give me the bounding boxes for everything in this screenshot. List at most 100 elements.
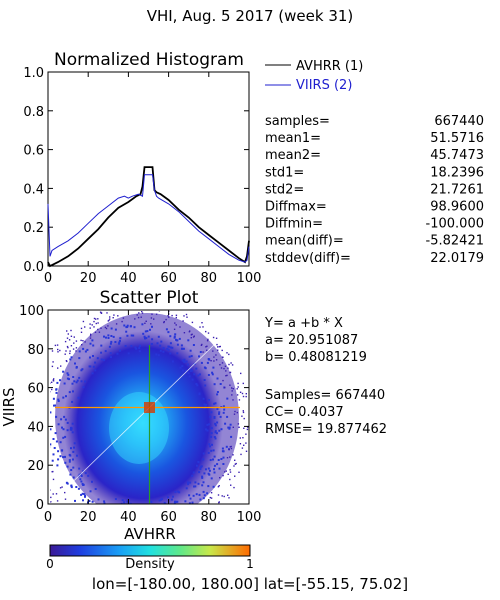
density-speck: [136, 314, 138, 316]
density-speck: [59, 349, 61, 352]
density-speck: [186, 316, 188, 318]
density-speck: [162, 350, 165, 353]
density-speck: [231, 387, 233, 389]
density-speck: [68, 391, 71, 394]
density-body: [63, 331, 223, 504]
density-speck: [89, 356, 91, 359]
density-speck: [127, 352, 130, 355]
density-speck: [84, 341, 86, 343]
density-speck: [82, 483, 85, 486]
density-speck: [225, 445, 228, 448]
density-speck: [74, 499, 76, 502]
density-speck: [221, 495, 223, 497]
density-speck: [227, 426, 230, 429]
figure-title: VHI, Aug. 5 2017 (week 31): [147, 7, 354, 25]
density-speck: [186, 481, 189, 484]
density-speck: [99, 311, 102, 313]
density-speck: [100, 312, 103, 314]
density-speck: [219, 415, 222, 418]
density-speck: [68, 459, 71, 462]
density-speck: [89, 337, 92, 339]
density-speck: [71, 431, 74, 434]
stat-label: mean1=: [265, 131, 321, 146]
density-speck: [84, 326, 86, 328]
density-speck: [107, 325, 109, 327]
density-speck: [165, 318, 167, 321]
hist-x-tick-label: 0: [44, 271, 52, 286]
density-speck: [110, 327, 113, 330]
density-speck: [67, 373, 70, 376]
colorbar-max-label: 1: [246, 557, 254, 571]
density-speck: [192, 336, 195, 338]
density-speck: [69, 352, 71, 355]
density-speck: [120, 502, 123, 504]
density-speck: [97, 498, 100, 501]
density-speck: [130, 334, 133, 337]
density-speck: [175, 314, 178, 316]
hist-y-tick-label: 0.4: [23, 182, 44, 197]
stat-value: -5.82421: [426, 234, 484, 249]
density-speck: [210, 477, 213, 480]
density-speck: [134, 318, 136, 320]
density-speck: [94, 369, 97, 372]
density-speck: [227, 473, 229, 475]
density-speck: [216, 463, 219, 466]
density-speck: [171, 314, 173, 317]
density-speck: [52, 397, 55, 400]
stat-value: 18.2396: [430, 165, 484, 180]
density-speck: [140, 316, 142, 318]
density-speck: [61, 449, 63, 452]
legend-viirs-label: VIIRS (2): [296, 78, 352, 93]
density-speck: [192, 471, 195, 474]
density-speck: [64, 435, 67, 438]
density-speck: [50, 446, 51, 448]
scat-y-tick-label: 80: [27, 343, 44, 358]
density-speck: [59, 487, 62, 489]
density-speck: [70, 469, 73, 471]
density-speck: [193, 335, 195, 337]
density-speck: [163, 321, 165, 323]
density-speck: [215, 359, 218, 361]
density-speck: [68, 339, 71, 341]
density-speck: [201, 484, 204, 487]
density-speck: [68, 378, 70, 381]
density-speck: [112, 317, 114, 319]
density-speck: [173, 328, 176, 330]
density-speck: [78, 473, 81, 476]
density-speck: [114, 328, 117, 331]
density-speck: [182, 347, 185, 350]
density-speck: [67, 333, 69, 335]
scat-x-tick-label: 80: [201, 510, 218, 525]
scat-y-tick-label: 40: [27, 420, 44, 435]
density-speck: [206, 349, 208, 351]
density-speck: [226, 457, 229, 459]
density-speck: [57, 458, 60, 461]
density-speck: [72, 348, 75, 350]
density-speck: [211, 371, 214, 374]
density-speck: [52, 379, 54, 381]
density-speck: [78, 376, 81, 379]
density-speck: [181, 347, 184, 350]
density-speck: [97, 328, 99, 331]
density-speck: [89, 490, 92, 493]
stat-value: 667440: [434, 114, 484, 129]
density-speck: [84, 472, 87, 475]
density-speck: [229, 371, 231, 374]
density-speck: [145, 337, 148, 340]
density-speck: [55, 391, 58, 394]
density-speck: [70, 329, 72, 332]
density-speck: [214, 430, 217, 433]
density-speck: [204, 367, 207, 370]
density-speck: [223, 367, 225, 370]
density-speck: [66, 465, 69, 468]
density-speck: [63, 415, 66, 418]
density-speck: [173, 336, 176, 339]
stat-label: mean2=: [265, 148, 321, 163]
histogram-panel: Normalized Histogram 0 20 40 60 80 1000.00.20…: [23, 50, 261, 286]
density-speck: [187, 339, 190, 342]
density-speck: [51, 459, 54, 462]
density-speck: [70, 447, 72, 450]
density-speck: [213, 416, 216, 419]
hist-x-tick-label: 100: [237, 271, 262, 286]
density-speck: [194, 485, 197, 488]
